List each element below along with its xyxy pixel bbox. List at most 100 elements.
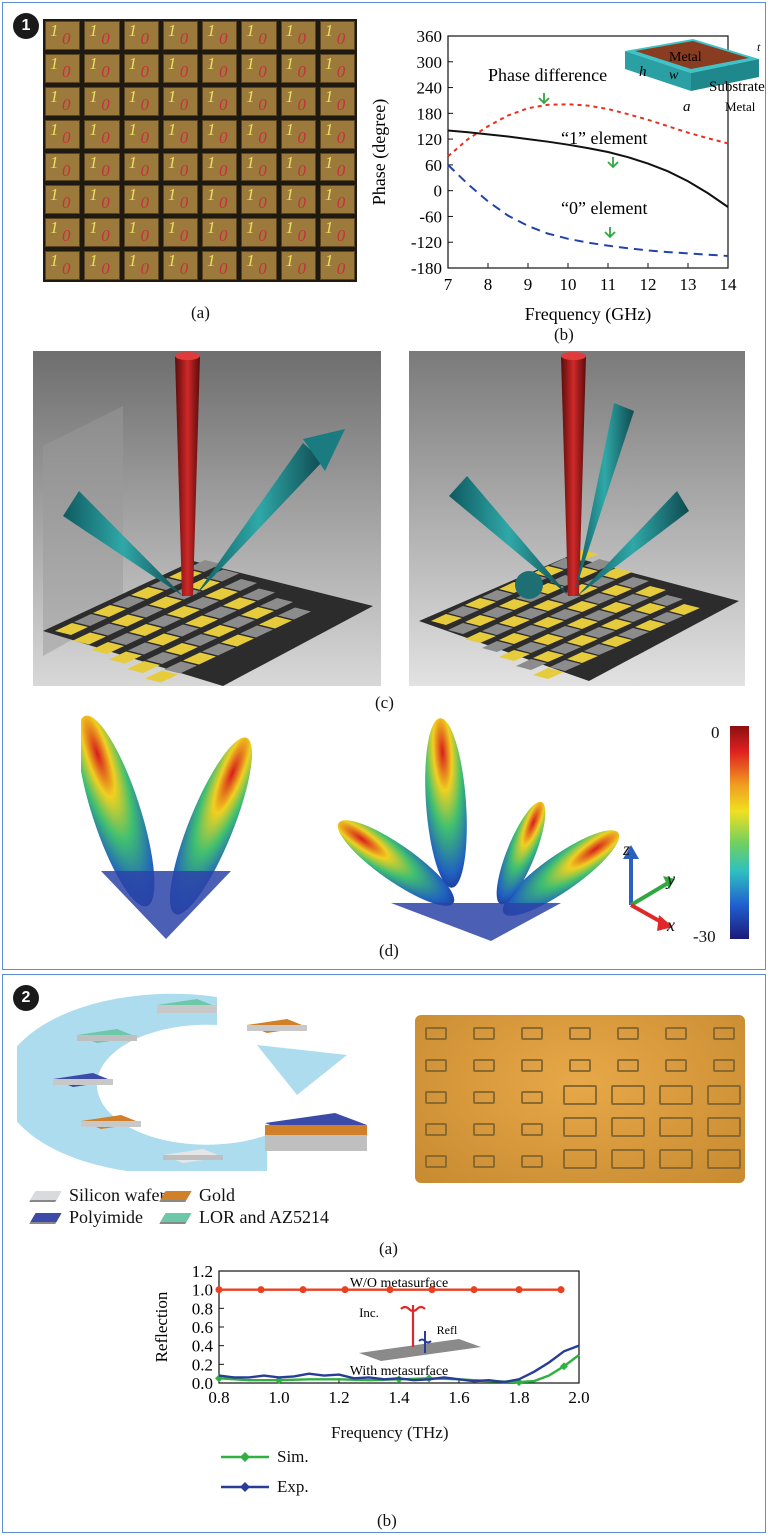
inset-label: Metal — [725, 99, 756, 114]
x-tick-label: 13 — [680, 275, 697, 294]
cell-label-one: 1 — [207, 21, 216, 40]
data-point — [341, 1286, 349, 1294]
coding-tile-0 — [188, 560, 221, 572]
legend-item: Polyimide — [30, 1207, 143, 1228]
coding-tile-1 — [533, 668, 564, 679]
caption-c: (c) — [375, 693, 394, 712]
x-axis-label: Frequency (GHz) — [525, 304, 651, 325]
y-tick-label: -180 — [411, 259, 442, 278]
reflection-legend: Sim. Exp. — [219, 1447, 419, 1507]
legend-item: Sim. — [219, 1447, 309, 1467]
y-tick-label: 300 — [417, 53, 443, 72]
panel-badge: 1 — [13, 13, 39, 39]
y-tick-label: -60 — [419, 207, 442, 226]
coding-tile-0 — [184, 634, 217, 646]
coding-tile-1 — [567, 618, 598, 629]
cell-label-zero: 0 — [336, 61, 346, 81]
colorbar-max-label: 0 — [711, 723, 720, 742]
coding-tile-0 — [222, 616, 255, 628]
x-tick-label: 1.8 — [508, 1388, 529, 1407]
inset-label: a — [683, 99, 691, 115]
coding-tile-1 — [127, 661, 160, 673]
coding-tile-1 — [145, 670, 178, 683]
y-tick-label: 0.4 — [192, 1337, 214, 1356]
coding-tile-1 — [109, 651, 142, 664]
x-tick-label: 8 — [484, 275, 493, 294]
series-line — [218, 1344, 580, 1384]
metasurface-unit-cell — [425, 1027, 447, 1041]
coding-tile-0 — [240, 625, 273, 638]
cell-label-one: 1 — [285, 86, 295, 106]
cell-label-zero: 0 — [297, 193, 307, 213]
coding-tile-1 — [601, 636, 632, 647]
coding-tile-1 — [567, 652, 598, 663]
cell-label-zero: 0 — [258, 29, 267, 48]
cell-label-one: 1 — [128, 53, 138, 73]
coding-tile-1 — [205, 588, 238, 600]
x-tick-label: 9 — [524, 275, 533, 294]
metasurface-unit-cell — [473, 1091, 495, 1105]
coding-tile-0 — [148, 615, 181, 627]
cell-label-one: 1 — [285, 218, 295, 238]
data-point — [257, 1286, 265, 1294]
cell-label-one: 1 — [207, 185, 216, 205]
x-tick-label: 2.0 — [568, 1388, 589, 1407]
cell-label-one: 1 — [167, 86, 177, 106]
figure-panel-2: 2 Silicon wafer Gold Polyimide LOR and AZ52… — [2, 974, 766, 1533]
cell-label-zero: 0 — [336, 127, 346, 147]
coding-tile-0 — [516, 659, 547, 670]
metasurface-unit-cell — [563, 1085, 597, 1106]
cell-label-one: 1 — [128, 86, 138, 106]
cell-label-one: 1 — [324, 86, 334, 106]
legend-label: Exp. — [277, 1477, 309, 1496]
series-annotation: “0” element — [561, 198, 647, 218]
cell-label-zero: 0 — [336, 29, 346, 48]
coding-tile-1 — [567, 601, 598, 612]
cell-label-one: 1 — [50, 185, 59, 205]
cell-label-zero: 0 — [258, 61, 267, 81]
coding-tile-1 — [567, 635, 598, 646]
metasurface-unit-cell — [563, 1117, 597, 1138]
coding-tile-1 — [499, 599, 530, 610]
series-line — [447, 129, 729, 208]
data-point — [470, 1286, 478, 1294]
coding-tile-1 — [533, 634, 564, 645]
data-point — [557, 1286, 565, 1294]
cell-label-zero: 0 — [179, 193, 189, 213]
coding-tile-0 — [550, 643, 581, 654]
coding-tile-0 — [260, 598, 293, 610]
cell-label-zero: 0 — [140, 61, 150, 81]
cell-label-zero: 0 — [62, 61, 71, 81]
coding-tile-1 — [601, 568, 632, 579]
cell-label-one: 1 — [207, 218, 216, 238]
cell-label-one: 1 — [128, 21, 138, 40]
series-line — [447, 103, 729, 158]
inset-label: w — [669, 68, 679, 83]
cell-label-one: 1 — [246, 119, 255, 139]
farfield-pattern-left — [81, 715, 253, 939]
coding-tile-1 — [669, 604, 700, 615]
data-point — [299, 1286, 307, 1294]
metasurface-unit-cell — [665, 1059, 687, 1073]
chart-annotation: Inc. — [359, 1305, 379, 1320]
coding-tile-0 — [166, 624, 199, 637]
coding-tile-0 — [278, 607, 311, 620]
cell-label-zero: 0 — [101, 160, 110, 180]
layer-icons — [53, 999, 367, 1163]
annotation-arrow — [607, 157, 619, 169]
cell-label-one: 1 — [89, 152, 98, 172]
cell-label-one: 1 — [324, 53, 334, 73]
